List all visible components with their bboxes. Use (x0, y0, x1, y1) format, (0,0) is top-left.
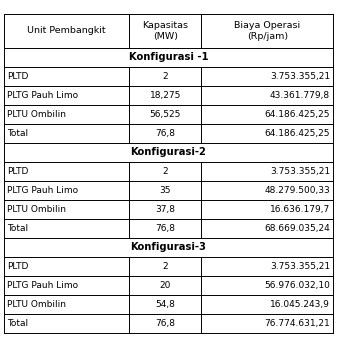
Text: 64.186.425,25: 64.186.425,25 (265, 129, 330, 138)
Text: 76,8: 76,8 (155, 319, 175, 328)
Text: Total: Total (7, 319, 28, 328)
Text: PLTD: PLTD (7, 262, 28, 271)
Text: 68.669.035,24: 68.669.035,24 (264, 224, 330, 233)
Text: Konfigurasi-3: Konfigurasi-3 (130, 242, 207, 252)
Text: Konfigurasi -1: Konfigurasi -1 (129, 52, 208, 62)
Text: 56,525: 56,525 (150, 110, 181, 119)
Text: PLTD: PLTD (7, 72, 28, 81)
Text: 3.753.355,21: 3.753.355,21 (270, 72, 330, 81)
Text: PLTU Ombilin: PLTU Ombilin (7, 205, 66, 214)
Text: Konfigurasi-2: Konfigurasi-2 (130, 147, 207, 157)
Text: 2: 2 (162, 167, 168, 176)
Text: 76.774.631,21: 76.774.631,21 (264, 319, 330, 328)
Text: 3.753.355,21: 3.753.355,21 (270, 167, 330, 176)
Text: PLTG Pauh Limo: PLTG Pauh Limo (7, 281, 78, 290)
Text: 2: 2 (162, 72, 168, 81)
Text: Total: Total (7, 224, 28, 233)
Text: PLTD: PLTD (7, 167, 28, 176)
Text: 76,8: 76,8 (155, 129, 175, 138)
Text: Kapasitas
(MW): Kapasitas (MW) (142, 21, 188, 40)
Text: Unit Pembangkit: Unit Pembangkit (27, 26, 106, 35)
Text: Total: Total (7, 129, 28, 138)
Text: PLTU Ombilin: PLTU Ombilin (7, 110, 66, 119)
Text: 54,8: 54,8 (155, 300, 175, 309)
Text: 20: 20 (159, 281, 171, 290)
Text: 48.279.500,33: 48.279.500,33 (264, 186, 330, 195)
Text: 3.753.355,21: 3.753.355,21 (270, 262, 330, 271)
Text: 64.186.425,25: 64.186.425,25 (265, 110, 330, 119)
Text: PLTG Pauh Limo: PLTG Pauh Limo (7, 91, 78, 100)
Text: 56.976.032,10: 56.976.032,10 (264, 281, 330, 290)
Text: 37,8: 37,8 (155, 205, 175, 214)
Text: PLTU Ombilin: PLTU Ombilin (7, 300, 66, 309)
Text: 16.045.243,9: 16.045.243,9 (270, 300, 330, 309)
Text: 2: 2 (162, 262, 168, 271)
Text: PLTG Pauh Limo: PLTG Pauh Limo (7, 186, 78, 195)
Text: Biaya Operasi
(Rp/jam): Biaya Operasi (Rp/jam) (234, 21, 300, 40)
Text: 16.636.179,7: 16.636.179,7 (270, 205, 330, 214)
Text: 43.361.779,8: 43.361.779,8 (270, 91, 330, 100)
Text: 76,8: 76,8 (155, 224, 175, 233)
Text: 18,275: 18,275 (150, 91, 181, 100)
Text: 35: 35 (159, 186, 171, 195)
